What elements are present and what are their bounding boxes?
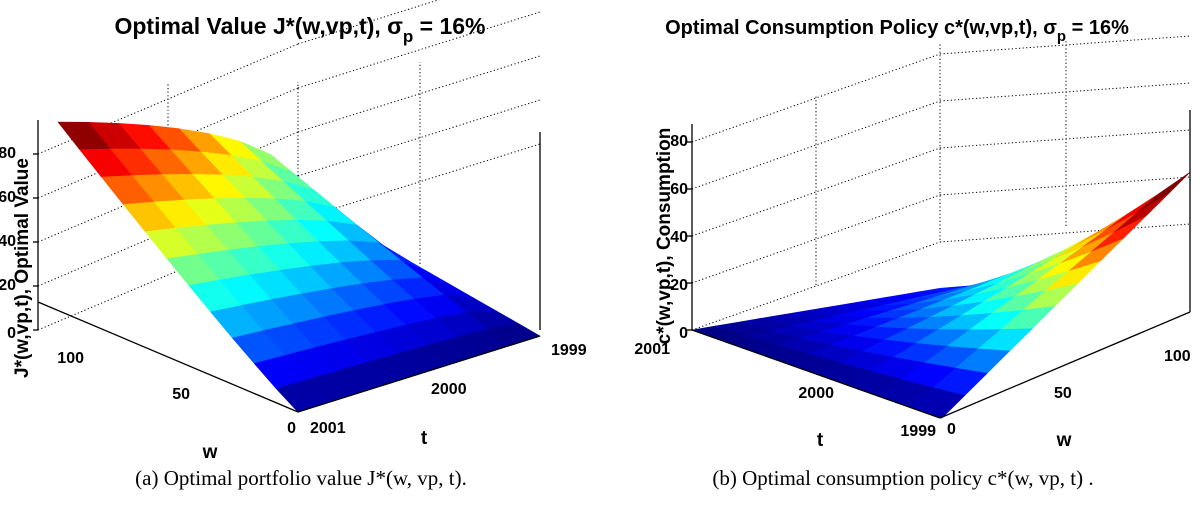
- w-tick-label: 100: [1164, 348, 1191, 365]
- surface-patch: [1113, 194, 1168, 233]
- grid-line: [297, 143, 541, 221]
- t-tick-label: 2000: [431, 381, 467, 398]
- grid-line: [939, 176, 1191, 196]
- grid-line: [297, 0, 440, 45]
- t-axis-label: t: [817, 430, 824, 451]
- surface-plot-optimal-consumption: Optimal Consumption Policy c*(w,vp,t), σ…: [634, 17, 1191, 451]
- z-axis-label: J*(w,vp,t), Optimal Value: [12, 158, 33, 378]
- z-tick-label: 40: [670, 229, 688, 246]
- z-tick-label: 60: [0, 189, 16, 206]
- grid-line: [939, 223, 1191, 243]
- grid-line: [297, 99, 541, 177]
- w-axis-line: [939, 311, 1191, 419]
- surface-plot-optimal-value: Optimal Value J*(w,vp,t), σp = 16% 0 20 …: [0, 0, 587, 463]
- grid-line: [939, 129, 1191, 149]
- panel-optimal-value: Optimal Value J*(w,vp,t), σp = 16% 0 20 …: [0, 0, 587, 490]
- w-tick-label: 50: [172, 386, 190, 403]
- t-tick-label: 1999: [551, 342, 587, 359]
- t-tick-label: 2001: [634, 341, 670, 358]
- grid-line: [691, 194, 941, 284]
- grid-line: [37, 219, 299, 331]
- figure-caption: (b) Optimal consumption policy c*(w, vp,…: [712, 466, 1094, 490]
- z-tick-label: 20: [0, 277, 16, 294]
- z-tick-label: 0: [679, 325, 688, 342]
- chart-title: Optimal Value J*(w,vp,t), σp = 16%: [114, 13, 485, 46]
- grid-line: [939, 35, 1191, 55]
- z-tick-label: 0: [7, 325, 16, 342]
- z-tick-label: 40: [0, 233, 16, 250]
- w-axis-label: w: [1056, 430, 1072, 451]
- t-axis-label: t: [421, 428, 428, 449]
- z-axis-label: c*(w,vp,t), Consumption: [654, 128, 675, 345]
- w-tick-label: 100: [57, 350, 84, 367]
- grid-line: [939, 82, 1191, 102]
- grid-line: [691, 241, 941, 331]
- w-tick-label: 0: [947, 421, 956, 438]
- z-tick-label: 60: [670, 181, 688, 198]
- t-axis-line: [691, 329, 941, 419]
- grid-line: [691, 53, 941, 143]
- t-axis-line: [297, 335, 541, 413]
- t-tick-label: 2000: [798, 385, 834, 402]
- grid-line: [297, 11, 541, 89]
- grid-line: [691, 147, 941, 237]
- t-tick-label: 1999: [900, 423, 936, 440]
- w-tick-label: 0: [287, 420, 296, 437]
- z-tick-label: 80: [670, 133, 688, 150]
- w-axis-label: w: [202, 442, 218, 463]
- chart-title: Optimal Consumption Policy c*(w,vp,t), σ…: [665, 17, 1129, 45]
- w-tick-label: 50: [1054, 385, 1072, 402]
- z-tick-label: 20: [670, 277, 688, 294]
- grid-line: [691, 100, 941, 190]
- t-tick-label: 2001: [310, 420, 346, 437]
- grid-line: [297, 55, 541, 133]
- figure-caption: (a) Optimal portfolio value J*(w, vp, t)…: [135, 466, 467, 490]
- panel-optimal-consumption: Optimal Consumption Policy c*(w,vp,t), σ…: [602, 0, 1204, 513]
- w-axis-line: [37, 301, 299, 413]
- z-tick-label: 80: [0, 145, 16, 162]
- surface-patch: [1136, 172, 1191, 214]
